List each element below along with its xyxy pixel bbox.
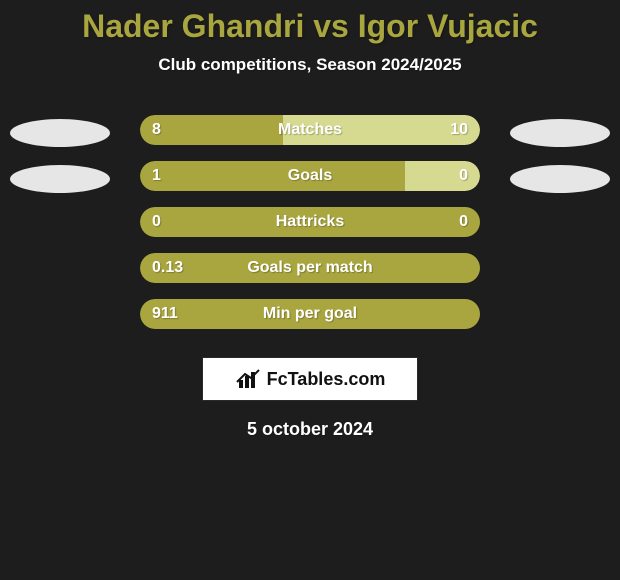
bar-track: 0.13Goals per match [140, 253, 480, 283]
stat-row: 10Goals [0, 161, 620, 207]
stat-label: Hattricks [140, 207, 480, 237]
logo-text: FcTables.com [267, 369, 386, 390]
right-badge [510, 165, 610, 193]
left-badge [10, 165, 110, 193]
stat-label: Goals [140, 161, 480, 191]
bar-track: 10Goals [140, 161, 480, 191]
stat-row: 00Hattricks [0, 207, 620, 253]
vs-text: vs [313, 8, 349, 44]
bar-track: 810Matches [140, 115, 480, 145]
stat-label: Goals per match [140, 253, 480, 283]
date-text: 5 october 2024 [0, 419, 620, 440]
bar-track: 911Min per goal [140, 299, 480, 329]
stat-row: 911Min per goal [0, 299, 620, 345]
bar-track: 00Hattricks [140, 207, 480, 237]
right-badge [510, 119, 610, 147]
subtitle: Club competitions, Season 2024/2025 [0, 55, 620, 75]
page-title: Nader Ghandri vs Igor Vujacic [0, 0, 620, 45]
stat-row: 810Matches [0, 115, 620, 161]
player2-name: Igor Vujacic [358, 8, 538, 44]
stat-row: 0.13Goals per match [0, 253, 620, 299]
stat-label: Min per goal [140, 299, 480, 329]
stats-rows: 810Matches 10Goals 00Hattricks 0.13Goals pe… [0, 115, 620, 345]
chart-icon [235, 368, 263, 390]
player1-name: Nader Ghandri [82, 8, 304, 44]
stat-label: Matches [140, 115, 480, 145]
left-badge [10, 119, 110, 147]
logo-box: FcTables.com [202, 357, 418, 401]
